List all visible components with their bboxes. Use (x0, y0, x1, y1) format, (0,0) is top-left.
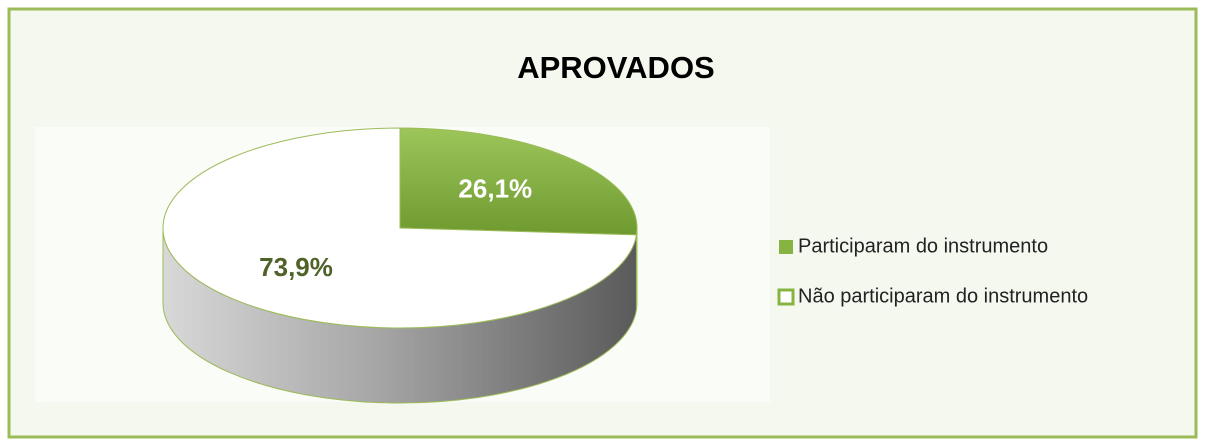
legend-marker (779, 240, 793, 254)
chart-title: APROVADOS (517, 50, 715, 85)
legend-marker (777, 288, 795, 306)
legend-label: Participaram do instrumento (798, 235, 1048, 257)
slice (162, 127, 638, 329)
data-label: 26,1% (458, 173, 532, 203)
data-label: 73,9% (259, 252, 333, 282)
slice (399, 127, 638, 236)
legend-label: Não participaram do instrumento (798, 285, 1088, 307)
